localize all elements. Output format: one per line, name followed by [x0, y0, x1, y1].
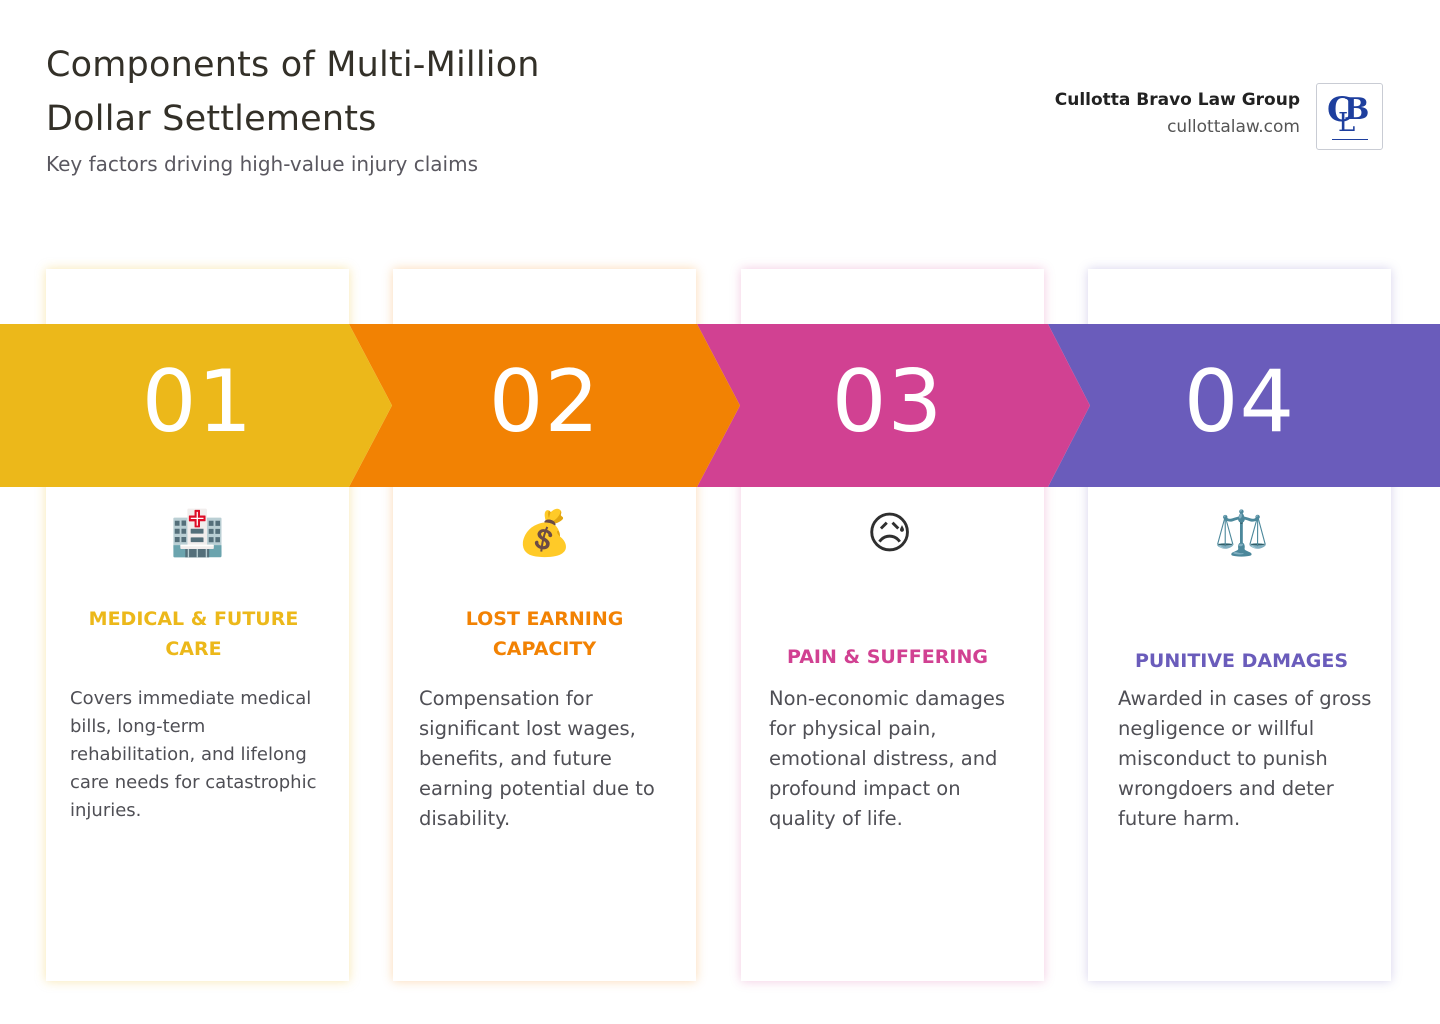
brand-name: Cullotta Bravo Law Group — [1054, 90, 1300, 110]
icon-circle-2 — [487, 470, 603, 586]
step-number-3: 03 — [831, 352, 944, 452]
sad-face-icon: 😥 — [866, 509, 913, 558]
icon-circle-1 — [140, 470, 256, 586]
logo-letter-c: C — [1327, 90, 1355, 130]
brand-url[interactable]: cullottalaw.com — [1167, 117, 1300, 137]
logo-rule — [1332, 139, 1368, 140]
step-description-1: Covers immediate medical bills, long-ter… — [70, 688, 317, 821]
page-subtitle: Key factors driving high-value injury cl… — [46, 152, 479, 176]
step-title-1: MEDICAL & FUTURE CARE — [88, 608, 299, 660]
logo-letter-l: L — [1338, 108, 1356, 138]
logo-letter-b: B — [1344, 92, 1370, 127]
icon-circle-3 — [833, 470, 949, 586]
page-title: Components of Multi-Million Dollar Settl… — [46, 45, 540, 139]
step-number-4: 04 — [1183, 352, 1296, 452]
step-title-3: PAIN & SUFFERING — [787, 646, 988, 668]
step-title-4: PUNITIVE DAMAGES — [1135, 650, 1348, 672]
brand-block: Cullotta Bravo Law Group cullottalaw.com — [1055, 90, 1300, 137]
money-bag-icon: 💰 — [517, 509, 572, 558]
step-description-3: Non-economic damages for physical pain, … — [769, 687, 1005, 830]
hospital-icon: 🏥 — [170, 509, 225, 558]
icon-circle-4 — [1182, 470, 1298, 586]
step-number-1: 01 — [141, 352, 254, 452]
step-description-4: Awarded in cases of gross negligence or … — [1118, 687, 1372, 830]
step-number-2: 02 — [488, 352, 601, 452]
step-title-2: LOST EARNING CAPACITY — [465, 608, 624, 660]
step-description-2: Compensation for significant lost wages,… — [419, 687, 655, 830]
scales-icon: ⚖️ — [1214, 509, 1269, 558]
brand-logo: C L B — [1316, 83, 1383, 150]
